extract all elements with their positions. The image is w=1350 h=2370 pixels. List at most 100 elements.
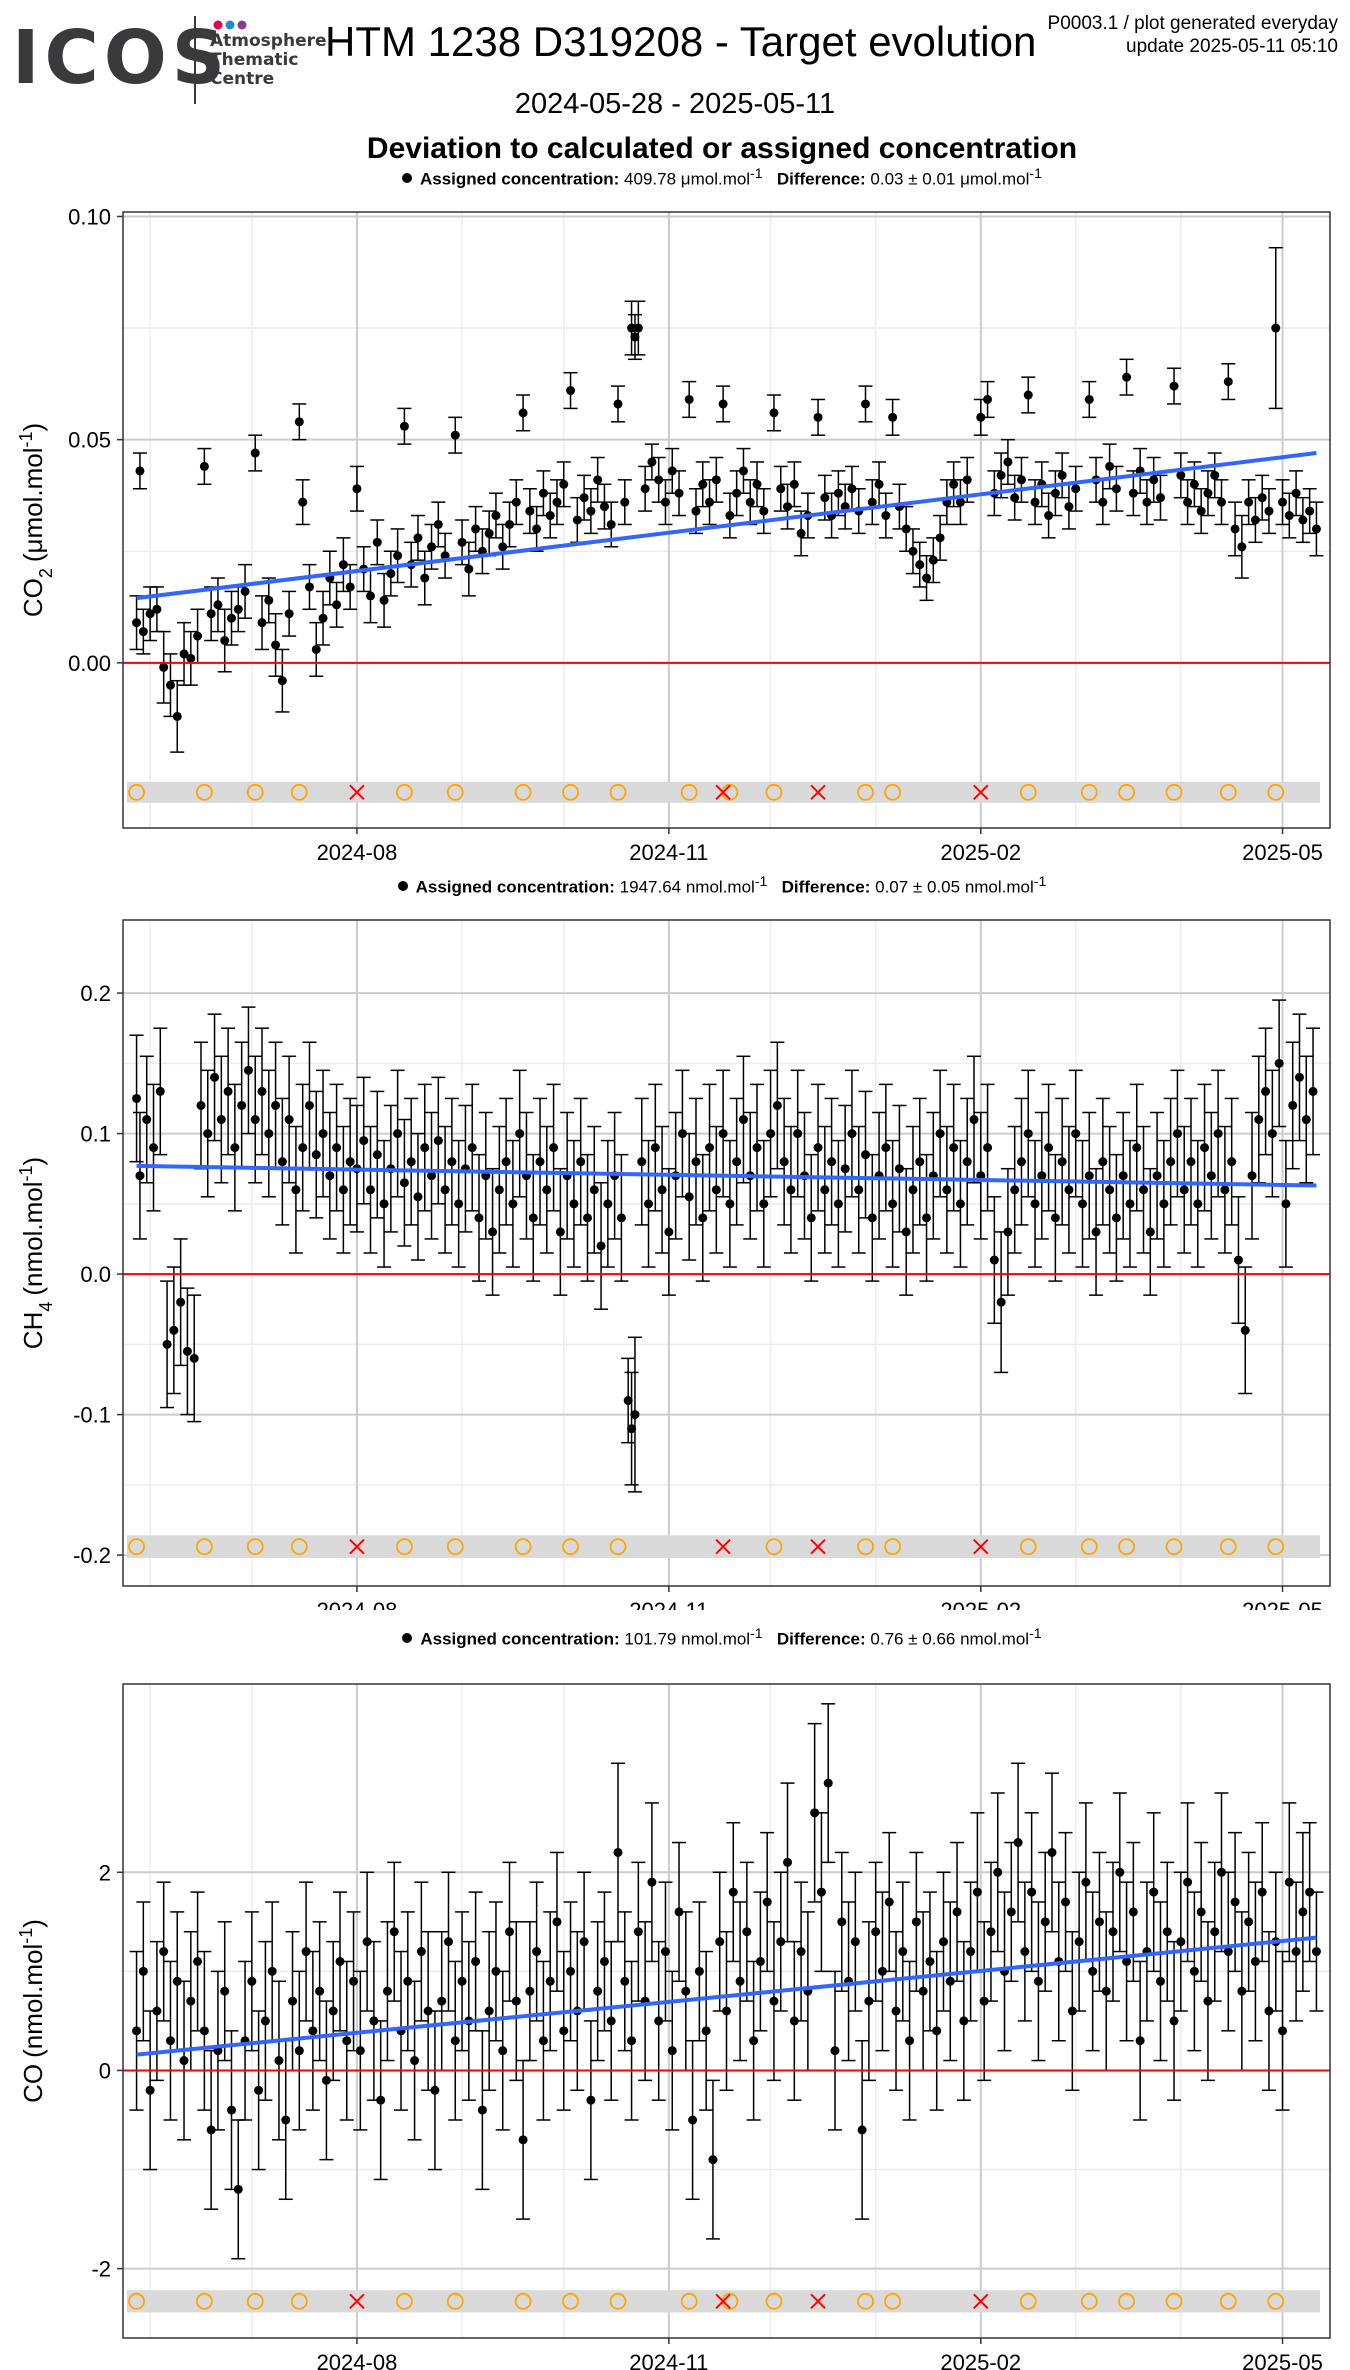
- data-point: [370, 1090, 385, 1219]
- caption-diff-unit: nmol.mol: [964, 877, 1034, 897]
- data-point: [1289, 1881, 1304, 2022]
- data-marker: [813, 1143, 823, 1153]
- data-point: [1170, 1069, 1185, 1198]
- data-point: [648, 1083, 663, 1212]
- data-point: [1038, 1851, 1053, 1992]
- data-point: [933, 1069, 948, 1198]
- data-point: [929, 1950, 944, 2111]
- data-marker: [644, 1199, 654, 1209]
- data-marker: [1145, 1227, 1155, 1237]
- data-marker: [806, 1213, 816, 1223]
- data-marker: [393, 551, 403, 561]
- data-marker: [498, 2046, 508, 2056]
- calibration-circle-marker: [562, 2292, 579, 2310]
- data-point: [1258, 1027, 1273, 1156]
- data-marker: [955, 1199, 965, 1209]
- data-point: [1238, 1266, 1253, 1395]
- data-point: [756, 1139, 771, 1268]
- data-marker: [596, 1241, 606, 1251]
- data-marker: [1230, 1897, 1240, 1907]
- data-marker: [318, 1129, 328, 1139]
- data-marker: [755, 1956, 765, 1966]
- data-point: [617, 479, 632, 526]
- data-point: [482, 1930, 497, 2092]
- data-point: [309, 621, 324, 677]
- data-marker: [640, 484, 650, 494]
- data-marker: [579, 1937, 589, 1947]
- data-point: [549, 479, 564, 526]
- data-point: [960, 1097, 975, 1226]
- calibration-cross-marker: [715, 784, 731, 800]
- caption-unit: μmol.mol: [680, 169, 751, 189]
- data-point: [475, 2030, 490, 2191]
- data-marker: [701, 2026, 711, 2036]
- data-point: [166, 1266, 181, 1395]
- data-point: [794, 1881, 809, 2022]
- data-point: [1173, 1871, 1188, 2012]
- data-marker: [179, 2056, 189, 2066]
- data-marker: [1217, 497, 1227, 507]
- data-marker: [518, 2135, 528, 2145]
- co2-chart: 0.00 0.05 0.10 2024-08 2024-11 2025-02 2025-05…: [16, 204, 1331, 860]
- data-marker: [691, 1157, 701, 1167]
- data-point: [834, 1851, 849, 1992]
- data-point: [583, 2020, 598, 2181]
- data-marker: [1128, 1907, 1138, 1917]
- data-point: [1295, 1831, 1310, 1992]
- icos-logo: ICOS Atmosphere Thematic Centre: [12, 12, 327, 104]
- data-marker: [759, 506, 769, 516]
- data-marker: [1122, 1956, 1132, 1966]
- data-marker: [1094, 1917, 1104, 1927]
- data-point: [973, 1111, 988, 1240]
- data-point: [773, 465, 788, 512]
- data-point: [739, 1861, 754, 2002]
- data-marker: [542, 1185, 552, 1195]
- calibration-circle-marker: [1019, 783, 1037, 801]
- data-point: [1285, 1041, 1300, 1170]
- data-marker: [132, 618, 142, 628]
- data-point: [889, 1930, 904, 2092]
- data-marker: [854, 1185, 864, 1195]
- data-marker: [1081, 1877, 1091, 1887]
- data-marker: [759, 1199, 769, 1209]
- data-point: [363, 1125, 378, 1254]
- data-marker: [1044, 1143, 1054, 1153]
- data-marker: [467, 1143, 477, 1153]
- data-point: [1221, 1871, 1236, 2032]
- data-point: [1207, 452, 1222, 499]
- data-point: [770, 1041, 785, 1170]
- data-marker: [165, 2036, 175, 2046]
- data-marker: [1240, 1325, 1250, 1335]
- data-point: [471, 1153, 486, 1282]
- cross-stroke: [810, 784, 826, 800]
- data-point: [353, 1970, 368, 2131]
- calibration-circle-marker: [1219, 1538, 1237, 1556]
- data-marker: [1291, 1947, 1301, 1957]
- data-marker: [145, 609, 155, 619]
- data-point: [800, 1911, 815, 2072]
- data-marker: [318, 613, 328, 623]
- data-marker: [247, 1976, 257, 1986]
- data-marker: [962, 475, 972, 485]
- cross-stroke: [349, 1538, 365, 1555]
- data-marker: [345, 582, 355, 592]
- calibration-circle-marker: [1219, 783, 1237, 801]
- data-marker: [410, 2056, 420, 2066]
- data-point: [722, 1139, 737, 1268]
- data-marker: [1172, 1129, 1182, 1139]
- data-point: [1302, 488, 1317, 535]
- data-point: [417, 550, 432, 606]
- data-marker: [1132, 1143, 1142, 1153]
- data-marker: [1149, 1887, 1159, 1897]
- data-point: [600, 1139, 615, 1268]
- data-point: [736, 1055, 751, 1184]
- data-marker: [715, 1937, 725, 1947]
- data-point: [322, 550, 337, 606]
- data-point: [261, 577, 276, 624]
- calibration-circle-marker: [1219, 2292, 1237, 2310]
- data-marker: [1057, 1157, 1067, 1167]
- data-marker: [908, 1185, 918, 1195]
- calibration-cross-marker: [349, 784, 365, 800]
- data-point: [831, 470, 846, 517]
- data-point: [543, 1911, 558, 2052]
